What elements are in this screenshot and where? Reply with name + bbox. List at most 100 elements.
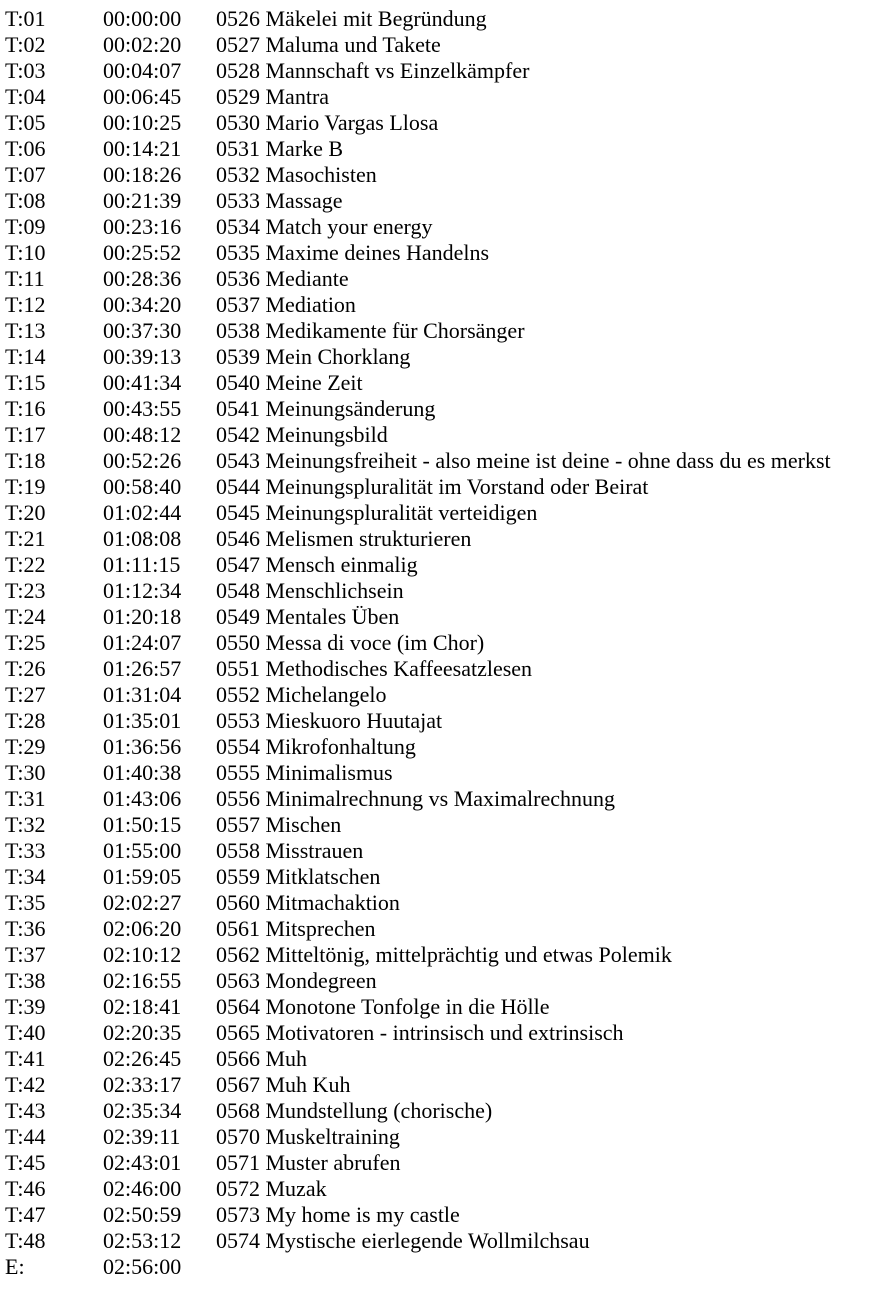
track-number: T:34 <box>5 864 46 889</box>
track-number: T:26 <box>5 656 46 681</box>
track-title: 0538 Medikamente für Chorsänger <box>216 318 525 343</box>
track-number: T:43 <box>5 1098 46 1123</box>
track-row: T:18 00:52:26 0543 Meinungsfreiheit - al… <box>5 448 869 474</box>
track-number: T:38 <box>5 968 46 993</box>
track-title: 0565 Motivatoren - intrinsisch und extri… <box>216 1020 624 1045</box>
track-row: T:14 00:39:13 0539 Mein Chorklang <box>5 344 869 370</box>
track-number: T:44 <box>5 1124 46 1149</box>
track-timestamp: 01:11:15 <box>103 552 181 577</box>
track-title: 0570 Muskeltraining <box>216 1124 400 1149</box>
track-row: T:39 02:18:41 0564 Monotone Tonfolge in … <box>5 994 869 1020</box>
track-number: T:02 <box>5 32 46 57</box>
track-row: T:35 02:02:27 0560 Mitmachaktion <box>5 890 869 916</box>
track-row: T:12 00:34:20 0537 Mediation <box>5 292 869 318</box>
track-row: T:17 00:48:12 0542 Meinungsbild <box>5 422 869 448</box>
track-timestamp: 02:35:34 <box>103 1098 182 1123</box>
track-timestamp: 01:35:01 <box>103 708 182 733</box>
track-row: T:28 01:35:01 0553 Mieskuoro Huutajat <box>5 708 869 734</box>
track-row: T:37 02:10:12 0562 Mitteltönig, mittelpr… <box>5 942 869 968</box>
track-number: T:14 <box>5 344 46 369</box>
track-number: T:23 <box>5 578 46 603</box>
track-timestamp: 00:37:30 <box>103 318 182 343</box>
track-number: T:11 <box>5 266 45 291</box>
track-title: 0573 My home is my castle <box>216 1202 460 1227</box>
track-row: T:42 02:33:17 0567 Muh Kuh <box>5 1072 869 1098</box>
track-row: T:13 00:37:30 0538 Medikamente für Chors… <box>5 318 869 344</box>
track-timestamp: 02:10:12 <box>103 942 182 967</box>
track-number: T:24 <box>5 604 46 629</box>
track-title: 0547 Mensch einmalig <box>216 552 418 577</box>
track-number: T:33 <box>5 838 46 863</box>
track-number: T:13 <box>5 318 46 343</box>
track-timestamp: 02:46:00 <box>103 1176 182 1201</box>
track-timestamp: 01:31:04 <box>103 682 182 707</box>
track-number: T:12 <box>5 292 46 317</box>
track-timestamp: 00:58:40 <box>103 474 182 499</box>
track-title: 0558 Misstrauen <box>216 838 364 863</box>
track-title: 0527 Maluma und Takete <box>216 32 441 57</box>
track-title: 0564 Monotone Tonfolge in die Hölle <box>216 994 550 1019</box>
track-number: T:30 <box>5 760 46 785</box>
track-number: T:42 <box>5 1072 46 1097</box>
track-number: T:17 <box>5 422 46 447</box>
track-title: 0544 Meinungspluralität im Vorstand oder… <box>216 474 649 499</box>
track-row: T:07 00:18:26 0532 Masochisten <box>5 162 869 188</box>
track-title: 0552 Michelangelo <box>216 682 387 707</box>
track-title: 0542 Meinungsbild <box>216 422 388 447</box>
track-timestamp: 00:23:16 <box>103 214 182 239</box>
track-row: T:09 00:23:16 0534 Match your energy <box>5 214 869 240</box>
track-title: 0571 Muster abrufen <box>216 1150 401 1175</box>
track-row: T:30 01:40:38 0555 Minimalismus <box>5 760 869 786</box>
track-row: T:29 01:36:56 0554 Mikrofonhaltung <box>5 734 869 760</box>
track-row: T:33 01:55:00 0558 Misstrauen <box>5 838 869 864</box>
track-title: 0553 Mieskuoro Huutajat <box>216 708 443 733</box>
track-timestamp: 01:02:44 <box>103 500 182 525</box>
track-timestamp: 02:02:27 <box>103 890 182 915</box>
track-title: 0559 Mitklatschen <box>216 864 381 889</box>
track-row: T:20 01:02:44 0545 Meinungspluralität ve… <box>5 500 869 526</box>
track-timestamp: 02:39:11 <box>103 1124 181 1149</box>
track-timestamp: 02:16:55 <box>103 968 182 993</box>
track-number: T:16 <box>5 396 46 421</box>
track-title: 0530 Mario Vargas Llosa <box>216 110 439 135</box>
track-number: T:27 <box>5 682 46 707</box>
track-title: 0549 Mentales Üben <box>216 604 400 629</box>
track-title: 0539 Mein Chorklang <box>216 344 411 369</box>
track-timestamp: 02:53:12 <box>103 1228 182 1253</box>
track-timestamp: 02:18:41 <box>103 994 182 1019</box>
track-title: 0534 Match your energy <box>216 214 433 239</box>
track-row: T:24 01:20:18 0549 Mentales Üben <box>5 604 869 630</box>
track-row: T:27 01:31:04 0552 Michelangelo <box>5 682 869 708</box>
track-timestamp: 01:55:00 <box>103 838 182 863</box>
track-timestamp: 00:52:26 <box>103 448 182 473</box>
track-number: T:08 <box>5 188 46 213</box>
track-timestamp: 00:10:25 <box>103 110 182 135</box>
track-number: T:28 <box>5 708 46 733</box>
track-title: 0548 Menschlichsein <box>216 578 404 603</box>
track-timestamp: 02:50:59 <box>103 1202 182 1227</box>
track-timestamp: 02:20:35 <box>103 1020 182 1045</box>
track-timestamp: 00:21:39 <box>103 188 182 213</box>
track-title <box>216 1254 869 1280</box>
track-timestamp: 02:33:17 <box>103 1072 182 1097</box>
track-timestamp: 00:18:26 <box>103 162 182 187</box>
track-timestamp: 00:06:45 <box>103 84 182 109</box>
track-title: 0543 Meinungsfreiheit - also meine ist d… <box>216 448 831 473</box>
track-title: 0561 Mitsprechen <box>216 916 376 941</box>
track-title: 0557 Mischen <box>216 812 342 837</box>
track-timestamp: 00:34:20 <box>103 292 182 317</box>
track-row: T:36 02:06:20 0561 Mitsprechen <box>5 916 869 942</box>
track-title: 0566 Muh <box>216 1046 308 1071</box>
track-title: 0567 Muh Kuh <box>216 1072 351 1097</box>
track-timestamp: 00:02:20 <box>103 32 182 57</box>
track-number: T:10 <box>5 240 46 265</box>
track-number: T:41 <box>5 1046 46 1071</box>
track-timestamp: 02:43:01 <box>103 1150 182 1175</box>
track-number: T:09 <box>5 214 46 239</box>
track-number: T:19 <box>5 474 46 499</box>
track-row: T:15 00:41:34 0540 Meine Zeit <box>5 370 869 396</box>
track-title: 0533 Massage <box>216 188 343 213</box>
track-row: T:32 01:50:15 0557 Mischen <box>5 812 869 838</box>
track-number: T:25 <box>5 630 46 655</box>
